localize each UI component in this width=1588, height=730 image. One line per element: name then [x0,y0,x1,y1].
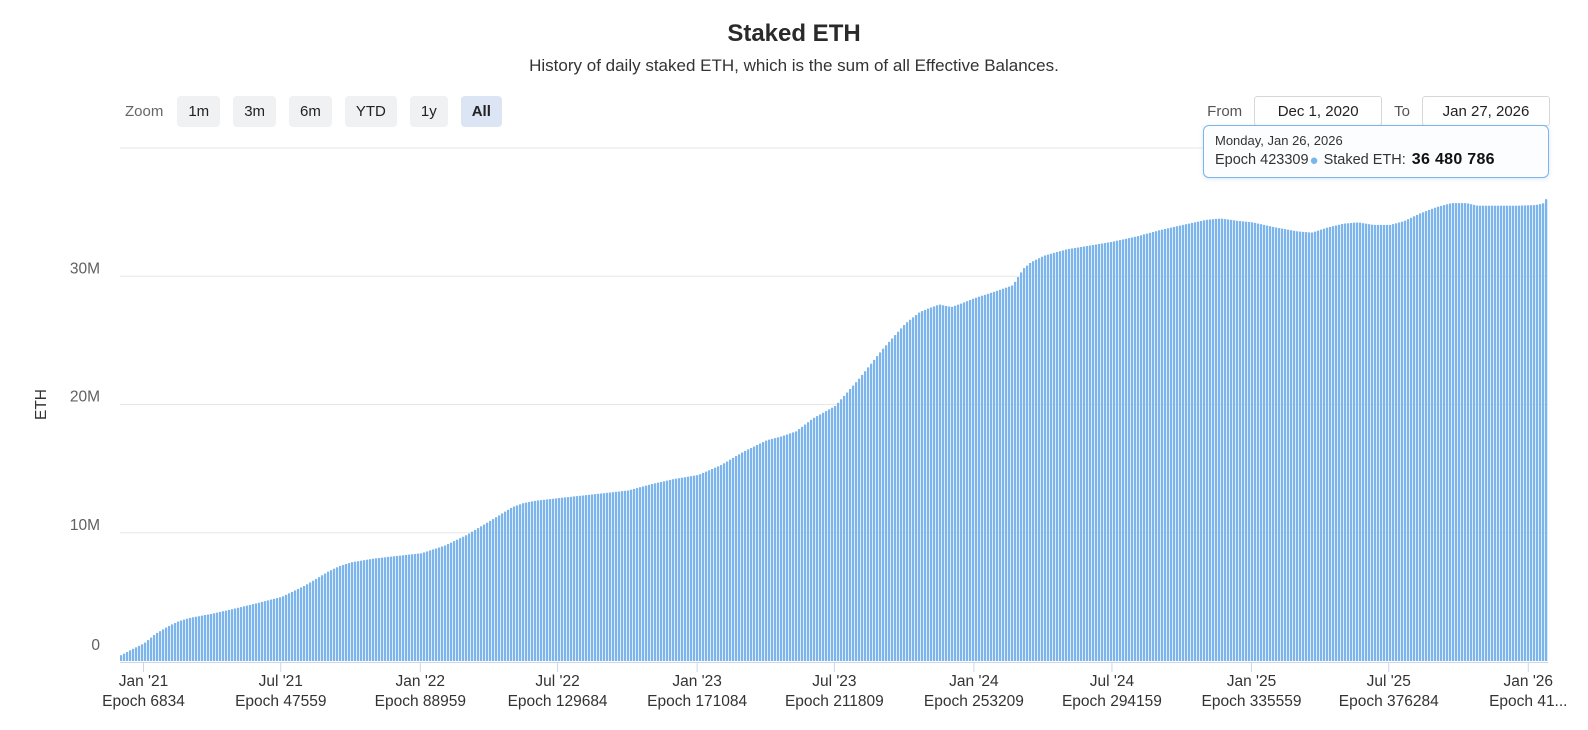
date-range-controls: From To [1207,96,1550,126]
tooltip-series-label: Staked ETH: [1323,152,1406,168]
zoom-range-selector: Zoom 1m 3m 6m YTD 1y All [125,95,502,127]
x-tick-label-epoch: Epoch 335559 [1201,693,1301,710]
to-date-input[interactable] [1422,96,1550,126]
chart-tooltip: Monday, Jan 26, 2026 Epoch 423309 ● Stak… [1203,125,1549,178]
zoom-button-all[interactable]: All [460,95,502,127]
zoom-button-6m[interactable]: 6m [289,95,332,127]
x-tick-label-epoch: Epoch 211809 [785,693,884,710]
x-tick-label-month: Jul '23 [812,673,856,690]
tooltip-epoch: Epoch 423309 [1215,152,1309,168]
y-axis-title: ETH [33,389,50,420]
x-tick-label-epoch: Epoch 253209 [924,693,1024,710]
x-tick-label-epoch: Epoch 294159 [1062,693,1162,710]
zoom-label: Zoom [125,102,164,120]
x-tick-label-month: Jan '21 [119,673,169,690]
x-tick-label-epoch: Epoch 129684 [508,693,608,710]
zoom-button-ytd[interactable]: YTD [344,95,397,127]
x-tick-label-month: Jan '26 [1504,673,1554,690]
to-label: To [1394,102,1410,120]
page-title: Staked ETH [727,20,861,47]
chart-controls: Zoom 1m 3m 6m YTD 1y All From To [125,95,1550,127]
from-date-input[interactable] [1254,96,1383,126]
x-tick-label-month: Jan '25 [1227,673,1277,690]
y-tick-label: 30M [70,260,100,277]
x-tick-label-month: Jan '24 [949,673,999,690]
x-tick-label-month: Jul '22 [535,673,579,690]
x-tick-label-month: Jul '21 [259,673,303,690]
x-tick-label-month: Jan '23 [672,673,722,690]
tooltip-date: Monday, Jan 26, 2026 [1215,133,1343,148]
y-tick-label: 0 [91,637,100,654]
x-tick-label-epoch: Epoch 47559 [235,693,326,710]
x-tick-label-month: Jan '22 [396,673,446,690]
x-tick-label-epoch: Epoch 376284 [1339,693,1439,710]
y-tick-label: 10M [70,517,100,534]
y-tick-label: 20M [70,389,100,406]
x-tick-label-epoch: Epoch 88959 [375,693,466,710]
x-tick-label-epoch: Epoch 171084 [647,693,747,710]
staked-eth-series[interactable] [120,199,1548,662]
x-tick-label-month: Jul '24 [1090,673,1135,690]
x-tick-label-epoch: Epoch 6834 [102,693,185,710]
tooltip-detail-line: Epoch 423309 ● Staked ETH: 36 480 786 [1215,151,1537,169]
series-marker-icon: ● [1309,151,1319,169]
tooltip-value: 36 480 786 [1411,151,1495,168]
zoom-button-1y[interactable]: 1y [409,95,448,127]
zoom-button-group: 1m 3m 6m YTD 1y All [177,95,502,127]
zoom-button-3m[interactable]: 3m [233,95,277,127]
from-label: From [1207,102,1243,120]
x-tick-label-month: Jul '25 [1367,673,1411,690]
zoom-button-1m[interactable]: 1m [177,95,221,127]
x-tick-label-epoch: Epoch 41... [1489,693,1567,710]
page-subtitle: History of daily staked ETH, which is th… [529,56,1059,75]
